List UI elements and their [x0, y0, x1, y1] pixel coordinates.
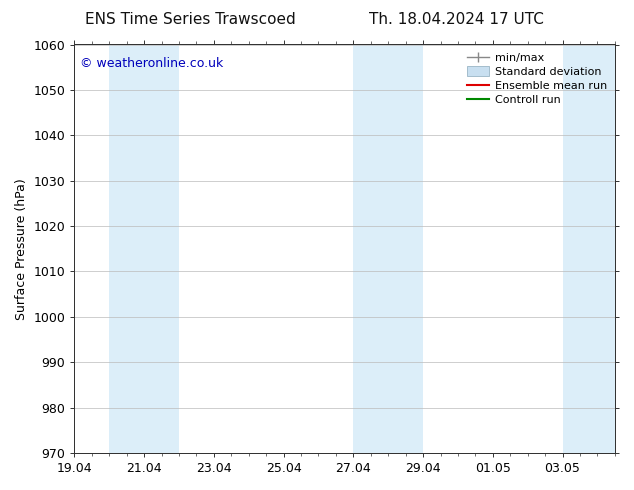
Text: Th. 18.04.2024 17 UTC: Th. 18.04.2024 17 UTC	[369, 12, 544, 27]
Legend: min/max, Standard deviation, Ensemble mean run, Controll run: min/max, Standard deviation, Ensemble me…	[463, 48, 612, 110]
Bar	[562, 45, 615, 453]
Bar	[109, 45, 179, 453]
Bar	[353, 45, 423, 453]
Text: © weatheronline.co.uk: © weatheronline.co.uk	[80, 57, 223, 70]
Text: ENS Time Series Trawscoed: ENS Time Series Trawscoed	[85, 12, 295, 27]
Y-axis label: Surface Pressure (hPa): Surface Pressure (hPa)	[15, 178, 28, 319]
